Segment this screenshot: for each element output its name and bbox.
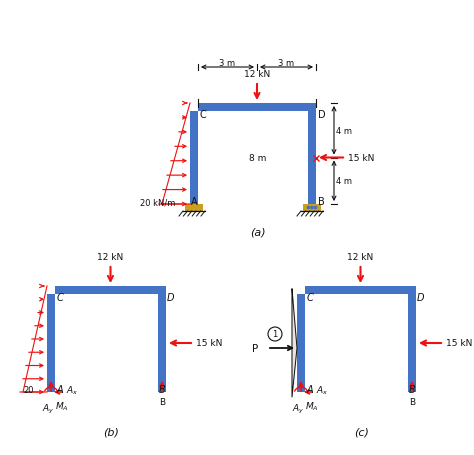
Text: 3 m: 3 m xyxy=(278,58,294,67)
Text: 15 kN: 15 kN xyxy=(446,339,473,348)
Text: A: A xyxy=(191,197,197,207)
Text: 12 kN: 12 kN xyxy=(97,253,124,262)
Text: C: C xyxy=(307,293,314,302)
Circle shape xyxy=(314,206,317,210)
Text: $M_A$: $M_A$ xyxy=(305,400,319,412)
Text: B: B xyxy=(318,197,325,207)
Text: 12 kN: 12 kN xyxy=(244,70,270,79)
Text: 12 kN: 12 kN xyxy=(347,253,374,262)
Bar xyxy=(308,112,316,205)
Text: $A_x$: $A_x$ xyxy=(66,384,79,396)
Text: A: A xyxy=(57,384,64,394)
Bar xyxy=(198,104,316,112)
Text: B: B xyxy=(409,384,415,394)
Text: D: D xyxy=(318,110,326,120)
Bar xyxy=(185,205,203,212)
Text: (b): (b) xyxy=(103,427,119,437)
Circle shape xyxy=(307,206,310,210)
Bar xyxy=(158,294,166,392)
Text: 20: 20 xyxy=(23,386,34,394)
Text: D: D xyxy=(167,293,174,302)
Bar xyxy=(305,286,416,294)
Text: $A_y$: $A_y$ xyxy=(42,402,55,415)
Text: 3 m: 3 m xyxy=(219,58,236,67)
Text: 4 m: 4 m xyxy=(336,177,352,186)
Text: 15 kN: 15 kN xyxy=(348,154,374,162)
Text: A: A xyxy=(307,384,314,394)
Text: C: C xyxy=(57,293,64,302)
Text: (c): (c) xyxy=(354,427,369,437)
Bar xyxy=(47,294,55,392)
Text: (a): (a) xyxy=(250,228,266,238)
Text: B: B xyxy=(159,398,165,407)
Text: P: P xyxy=(252,343,258,353)
Text: D: D xyxy=(417,293,425,302)
Text: $A_y$: $A_y$ xyxy=(292,402,304,415)
Text: $A_x$: $A_x$ xyxy=(316,384,328,396)
Text: B: B xyxy=(159,384,165,394)
Text: 8 m: 8 m xyxy=(249,154,267,162)
Text: 20 kN/m: 20 kN/m xyxy=(140,198,175,207)
Bar xyxy=(297,294,305,392)
Polygon shape xyxy=(292,289,297,397)
Text: C: C xyxy=(200,110,207,120)
Text: 4 m: 4 m xyxy=(336,126,352,136)
Text: $M_A$: $M_A$ xyxy=(55,400,69,412)
Text: B: B xyxy=(409,398,415,407)
Bar xyxy=(408,294,416,392)
Bar xyxy=(190,112,198,205)
Text: 15 kN: 15 kN xyxy=(196,339,222,348)
Bar xyxy=(55,286,166,294)
Circle shape xyxy=(310,206,314,210)
Text: 1: 1 xyxy=(273,330,278,339)
Bar xyxy=(303,205,321,212)
